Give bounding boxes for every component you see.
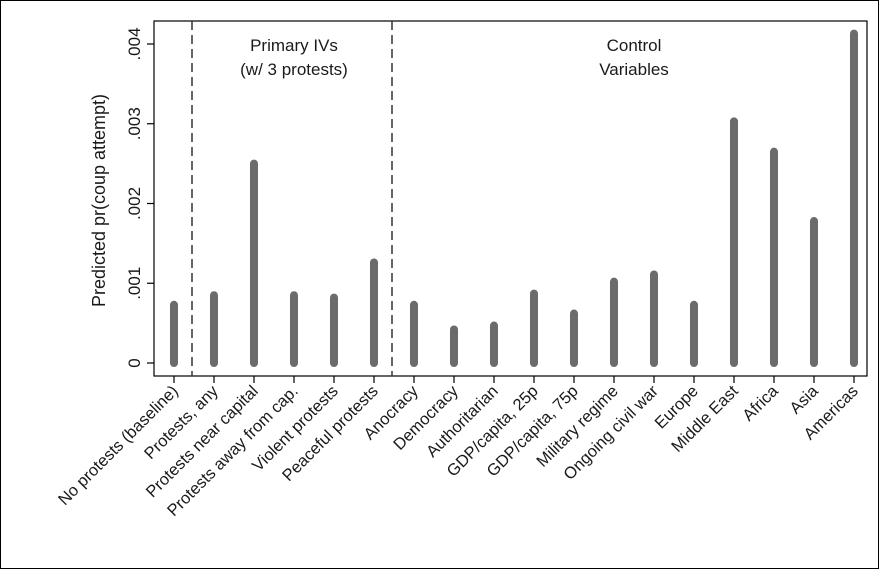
x-tick-labels: No protests (baseline)Protests, anyProte… [55,376,862,520]
y-tick-label: .004 [125,27,144,60]
x-tick-label: Asia [786,382,822,418]
group-label: Control [607,36,662,55]
y-tick-label: .001 [125,267,144,300]
y-tick-label: .002 [125,187,144,220]
plot-frame [153,20,868,377]
y-axis-label: Predicted pr(coup attempt) [89,94,109,307]
group-label: (w/ 3 protests) [240,60,348,79]
group-labels: Primary IVs (w/ 3 protests) Control Variabl… [240,36,669,79]
y-ticks: 0 .001 .002 .003 .004 [125,27,154,368]
y-tick-label: .003 [125,107,144,140]
axes [153,20,868,377]
group-dividers [191,21,393,376]
bars [170,29,858,367]
y-tick-label: 0 [125,358,144,367]
group-label: Primary IVs [250,36,338,55]
group-label: Variables [599,60,669,79]
x-tick-label: Africa [739,382,782,425]
